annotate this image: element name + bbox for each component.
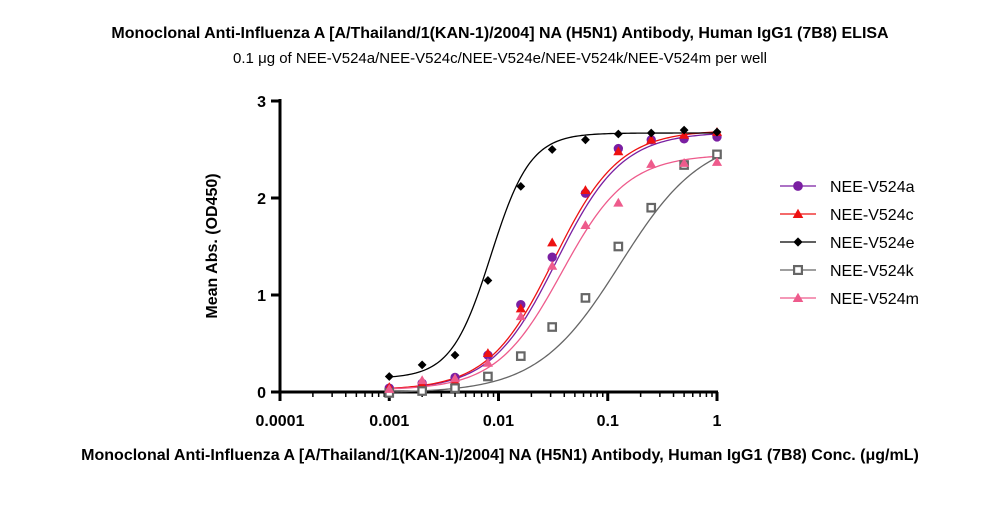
marker-square-open	[613, 241, 624, 252]
marker-diamond	[483, 276, 493, 285]
chart-title: Monoclonal Anti-Influenza A [A/Thailand/…	[111, 25, 889, 42]
legend-label: NEE-V524e	[830, 235, 915, 252]
legend: NEE-V524a NEE-V524c NEE-V524e NEE-V524k NEE-…	[780, 179, 919, 308]
marker-triangle	[613, 146, 624, 156]
marker-triangle	[580, 220, 591, 229]
fit-curves	[389, 131, 718, 393]
marker-triangle	[482, 348, 493, 357]
marker-triangle	[547, 237, 558, 247]
axes: 0 1 2 3 0.0001 0.001 0.01 0.1 1	[256, 94, 722, 430]
marker-triangle	[792, 208, 804, 218]
marker-circle	[793, 181, 803, 191]
marker-diamond	[417, 360, 427, 370]
marker-triangle	[646, 134, 657, 144]
marker-diamond	[613, 129, 623, 139]
marker-diamond	[450, 350, 460, 360]
marker-square-open	[712, 149, 722, 160]
marker-square-open	[417, 386, 427, 396]
marker-triangle	[679, 158, 690, 167]
x-tick-label: 0.1	[597, 413, 619, 430]
marker-triangle	[792, 292, 804, 302]
marker-diamond	[793, 237, 803, 247]
marker-triangle	[482, 357, 493, 367]
y-tick-label: 1	[257, 288, 266, 305]
marker-diamond	[384, 372, 394, 381]
fit-curve-nee-v524k	[389, 156, 718, 393]
marker-circle	[547, 252, 557, 262]
marker-triangle	[449, 373, 461, 383]
marker-square-open	[646, 202, 657, 213]
marker-triangle	[613, 197, 624, 207]
marker-square-open	[792, 264, 804, 276]
x-axis-label: Monoclonal Anti-Influenza A [A/Thailand/…	[81, 447, 919, 464]
fit-curve-nee-v524e	[389, 132, 717, 378]
y-tick-label: 0	[257, 385, 266, 402]
y-tick-label: 3	[257, 94, 266, 111]
legend-label: NEE-V524m	[830, 291, 919, 308]
data-points	[384, 125, 723, 398]
marker-triangle	[515, 311, 526, 321]
marker-square-open	[515, 351, 526, 361]
y-axis-label: Mean Abs. (OD450)	[204, 173, 221, 318]
marker-triangle	[646, 158, 657, 168]
x-tick-label: 0.01	[483, 413, 514, 430]
marker-diamond	[679, 125, 689, 135]
chart-subtitle: 0.1 μg of NEE-V524a/NEE-V524c/NEE-V524e/…	[233, 50, 767, 67]
marker-triangle	[547, 260, 558, 270]
marker-square-open	[580, 293, 591, 303]
marker-diamond	[646, 128, 656, 138]
y-tick-label: 2	[257, 191, 266, 208]
legend-label: NEE-V524a	[830, 179, 915, 196]
x-tick-label: 0.001	[369, 413, 409, 430]
legend-label: NEE-V524k	[830, 263, 915, 280]
marker-diamond	[581, 135, 590, 145]
legend-label: NEE-V524c	[830, 207, 914, 224]
marker-diamond	[712, 127, 722, 137]
marker-triangle	[711, 157, 723, 166]
marker-triangle	[417, 375, 428, 385]
x-tick-label: 0.0001	[256, 413, 305, 430]
marker-diamond	[547, 145, 557, 154]
marker-triangle	[580, 185, 591, 195]
fit-curve-nee-v524m	[389, 155, 718, 390]
marker-square-open	[483, 371, 493, 382]
marker-square-open	[547, 322, 558, 332]
marker-diamond	[516, 181, 526, 191]
marker-square-open	[450, 383, 460, 393]
marker-triangle	[515, 303, 526, 313]
x-tick-label: 1	[713, 413, 722, 430]
marker-triangle	[384, 384, 395, 393]
